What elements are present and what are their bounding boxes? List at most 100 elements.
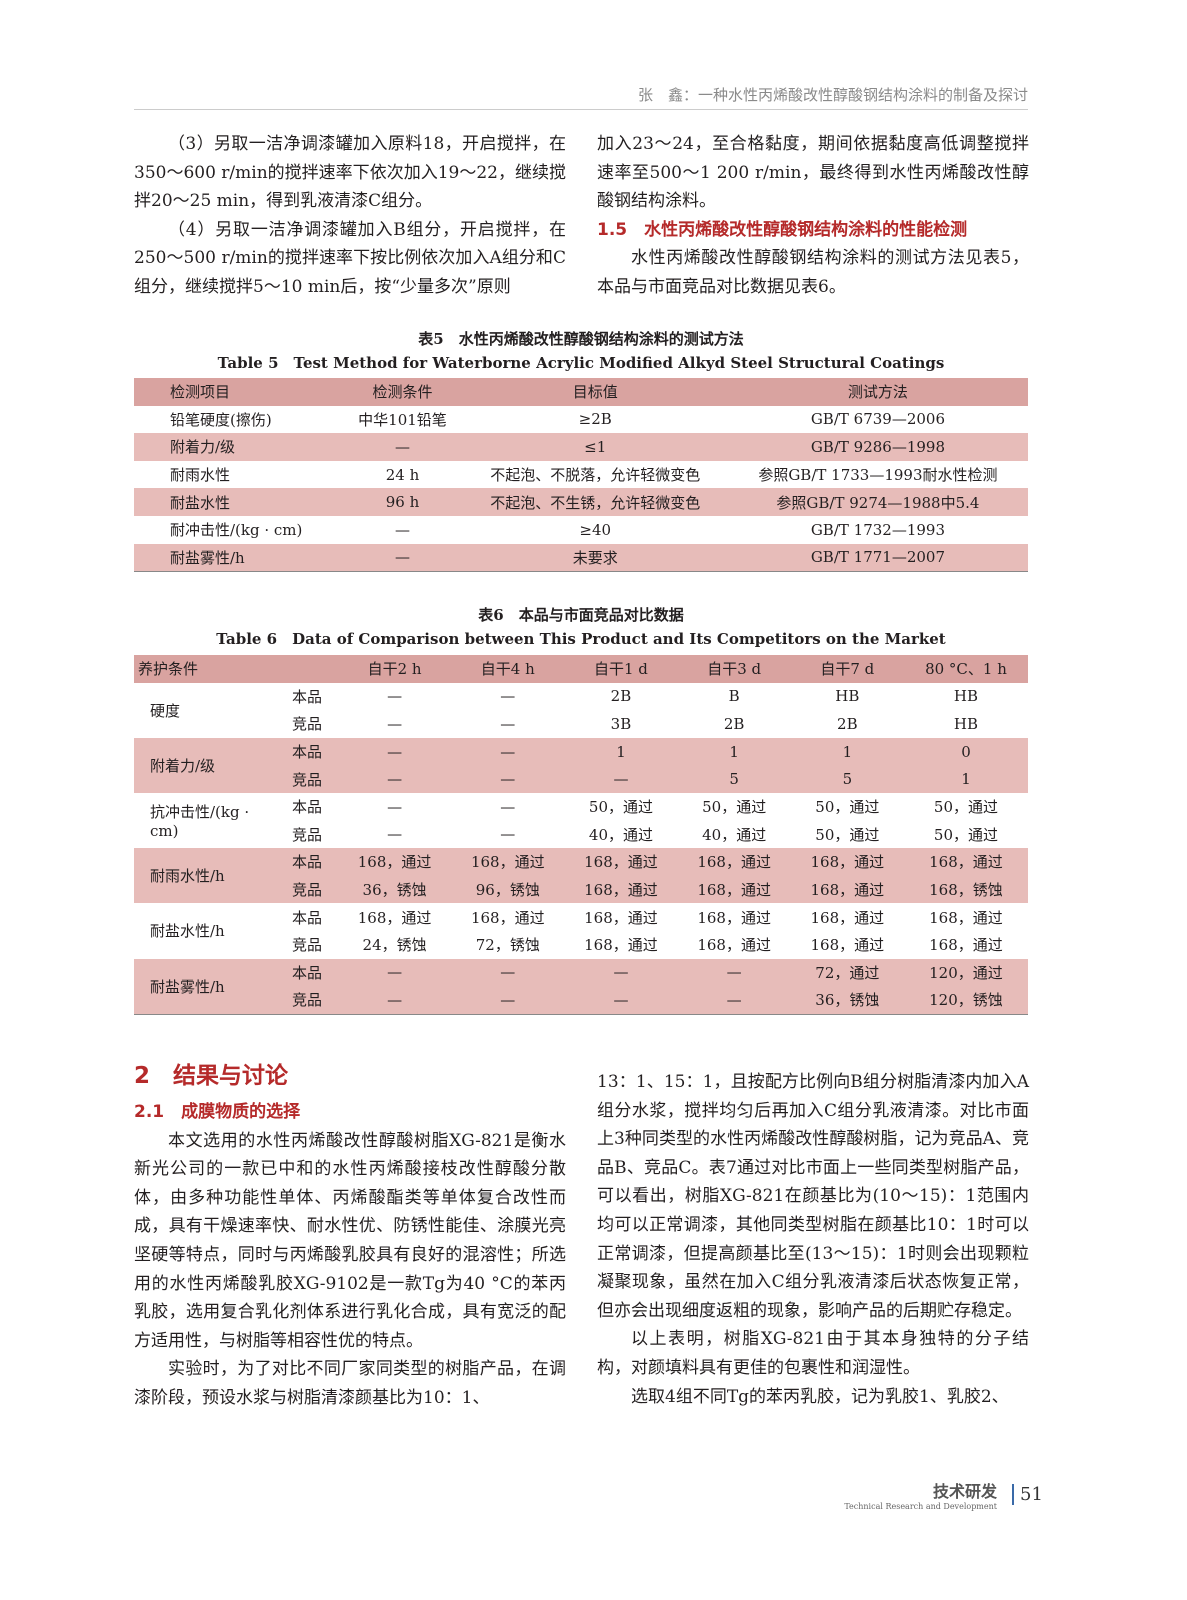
column-header: 自干1 d xyxy=(564,655,678,683)
table-cell: 耐盐水性 xyxy=(134,488,343,516)
row-group-label: 耐盐雾性/h xyxy=(134,958,276,1015)
page-number: 51 xyxy=(1012,1484,1043,1505)
table-cell: 168，通过 xyxy=(584,908,658,927)
table-header-row: 养护条件 自干2 h 自干4 h 自干1 d 自干3 d 自干7 d 80 °C、1 h xyxy=(134,655,1028,683)
paragraph: 水性丙烯酸改性醇酸钢结构涂料的测试方法见表5，本品与市面竞品对比数据见表6。 xyxy=(597,248,1029,297)
row-group-label: 硬度 xyxy=(150,701,181,720)
table-cell: 168，通过 xyxy=(929,908,1003,927)
table-cell: 不起泡、不脱落，允许轻微变色 xyxy=(490,466,701,485)
table-cell: 96，锈蚀 xyxy=(451,875,565,904)
table-cell: HB xyxy=(953,714,979,733)
table-cell: — xyxy=(342,433,463,461)
table-cell: 竞品 xyxy=(291,936,322,955)
table-cell: — xyxy=(451,986,565,1015)
paragraph: 本文选用的水性丙烯酸改性醇酸树脂XG-821是衡水新光公司的一款已中和的水性丙烯… xyxy=(134,1130,566,1351)
table-cell: 168，通过 xyxy=(929,936,1003,955)
table-cell: 120，通过 xyxy=(903,958,1028,987)
table-cell: 未要求 xyxy=(462,543,728,572)
table-cell: 168，通过 xyxy=(677,848,791,876)
table6: 养护条件 自干2 h 自干4 h 自干1 d 自干3 d 自干7 d 80 °C、1 h 硬度… xyxy=(134,655,1028,1015)
table-cell: — xyxy=(677,986,791,1015)
table6-caption-cn: 表6 本品与市面竞品对比数据 xyxy=(478,606,684,624)
table-cell: ≥2B xyxy=(578,410,612,429)
table-row: 竞品 — — 3B 2B 2B HB xyxy=(134,710,1028,738)
right-column-bottom: 13：1、15：1，且按配方比例向B组分树脂清漆内加入A组分水浆，搅拌均匀后再加… xyxy=(597,1068,1029,1411)
table-cell: 168，通过 xyxy=(564,848,678,876)
left-column-bottom: 2 结果与讨论 2.1 成膜物质的选择 本文选用的水性丙烯酸改性醇酸树脂XG-8… xyxy=(134,1054,566,1413)
paragraph: 选取4组不同Tg的苯丙乳胶，记为乳胶1、乳胶2、 xyxy=(631,1386,1009,1407)
row-group-label: 附着力/级 xyxy=(134,737,276,793)
table-cell: 0 xyxy=(903,737,1028,766)
table-cell: 168，锈蚀 xyxy=(903,875,1028,904)
column-header: 自干7 d xyxy=(790,655,904,683)
table-cell: 竞品 xyxy=(276,986,338,1015)
running-header: 张 鑫：一种水性丙烯酸改性醇酸钢结构涂料的制备及探讨 xyxy=(134,84,1028,110)
table5-caption-cn: 表5 水性丙烯酸改性醇酸钢结构涂料的测试方法 xyxy=(418,330,744,348)
table-cell: — xyxy=(387,714,403,733)
table-cell: 耐冲击性/(kg · cm) xyxy=(170,521,303,540)
table-row: 抗冲击性/(kg · cm) 本品 — — 50，通过 50，通过 50，通过 50，通过 xyxy=(134,793,1028,840)
table6-caption-en: Table 6 Data of Comparison between This … xyxy=(216,630,946,648)
column-header: 养护条件 xyxy=(134,655,338,683)
table-row: 附着力/级 — ≤1 GB/T 9286—1998 xyxy=(134,433,1028,461)
table-cell: 1 xyxy=(790,737,904,766)
table-cell: 168，通过 xyxy=(790,875,904,904)
table-cell: 72，通过 xyxy=(790,958,904,987)
table-row: 耐盐雾性/h — 未要求 GB/T 1771—2007 xyxy=(134,543,1028,572)
table-row: 耐雨水性 24 h 不起泡、不脱落，允许轻微变色 参照GB/T 1733—1993耐水… xyxy=(134,461,1028,489)
table-cell: ≤1 xyxy=(462,433,728,461)
table-cell: 1 xyxy=(903,765,1028,793)
table-cell: GB/T 1732—1993 xyxy=(810,520,946,539)
table-cell: 3B xyxy=(610,714,632,733)
table-cell: 本品 xyxy=(276,958,338,987)
table-cell: 2B xyxy=(723,714,745,733)
table-cell: 50，通过 xyxy=(933,798,999,817)
table-cell: HB xyxy=(835,687,860,706)
subsection-heading: 2.1 成膜物质的选择 xyxy=(134,1102,301,1122)
table-cell: 168，通过 xyxy=(357,908,432,927)
table-cell: 120，锈蚀 xyxy=(903,986,1028,1015)
table-cell: 1 xyxy=(677,737,791,766)
table-cell: ≥40 xyxy=(579,520,612,539)
table-cell: B xyxy=(728,687,740,706)
right-column-top: 加入23～24，至合格黏度，期间依据黏度高低调整搅拌速率至500～1 200 r… xyxy=(597,130,1029,302)
table-cell: — xyxy=(677,958,791,987)
footer-section-title: 技术研发 xyxy=(932,1482,997,1501)
table-cell: — xyxy=(500,825,516,844)
table-cell: 竞品 xyxy=(276,765,338,793)
table-cell: — xyxy=(387,825,403,844)
table-cell: — xyxy=(387,797,403,816)
table-row: 竞品 — — —5 5 1 xyxy=(134,765,1028,793)
table-cell: — xyxy=(338,986,452,1015)
table-cell: — xyxy=(564,765,678,793)
table-cell: 5 xyxy=(790,765,904,793)
row-group-label: 抗冲击性/(kg · cm) xyxy=(150,803,250,841)
table-cell: 竞品 xyxy=(276,875,338,904)
table-cell: GB/T 6739—2006 xyxy=(810,410,946,429)
column-header: 检测项目 xyxy=(134,378,343,406)
table-cell: GB/T 1771—2007 xyxy=(727,543,1028,572)
table-cell: — xyxy=(500,687,516,706)
column-header: 80 °C、1 h xyxy=(903,655,1028,683)
table-cell: 5 xyxy=(677,765,791,793)
table-row: 耐盐水性/h 本品 168，通过 168，通过 168，通过 168，通过 168，通过 16… xyxy=(134,903,1028,941)
table-cell: HB xyxy=(953,687,979,706)
table-cell: 本品 xyxy=(291,798,322,817)
table5-caption-en: Table 5 Test Method for Waterborne Acryl… xyxy=(217,354,945,372)
column-header: 自干3 d xyxy=(677,655,791,683)
footer-section-en: Technical Research and Development xyxy=(844,1502,997,1511)
table-cell: 耐盐雾性/h xyxy=(134,543,343,572)
table-row: 竞品 — — 40，通过 40，通过 50，通过 50，通过 xyxy=(134,821,1028,849)
table-cell: 50，通过 xyxy=(815,798,880,817)
table-cell: 40，通过 xyxy=(702,825,767,844)
table-cell: 铅笔硬度(擦伤) xyxy=(170,410,272,429)
table-row: 耐盐雾性/h 本品 — — — —72，通过 120，通过 xyxy=(134,958,1028,1015)
table-row: 竞品 24，锈蚀 72，锈蚀 168，通过 168，通过 168，通过 168，通过 xyxy=(134,931,1028,959)
table-cell: 本品 xyxy=(291,687,322,706)
row-group-label: 耐雨水性/h xyxy=(134,848,276,904)
table-cell: 168，通过 xyxy=(697,936,771,955)
table-cell: 96 h xyxy=(342,488,463,516)
paragraph: （3）另取一洁净调漆罐加入原料18，开启搅拌，在350～600 r/min的搅拌… xyxy=(134,134,566,212)
table-cell: 36，锈蚀 xyxy=(790,986,904,1015)
table-cell: 参照GB/T 1733—1993耐水性检测 xyxy=(758,466,998,485)
